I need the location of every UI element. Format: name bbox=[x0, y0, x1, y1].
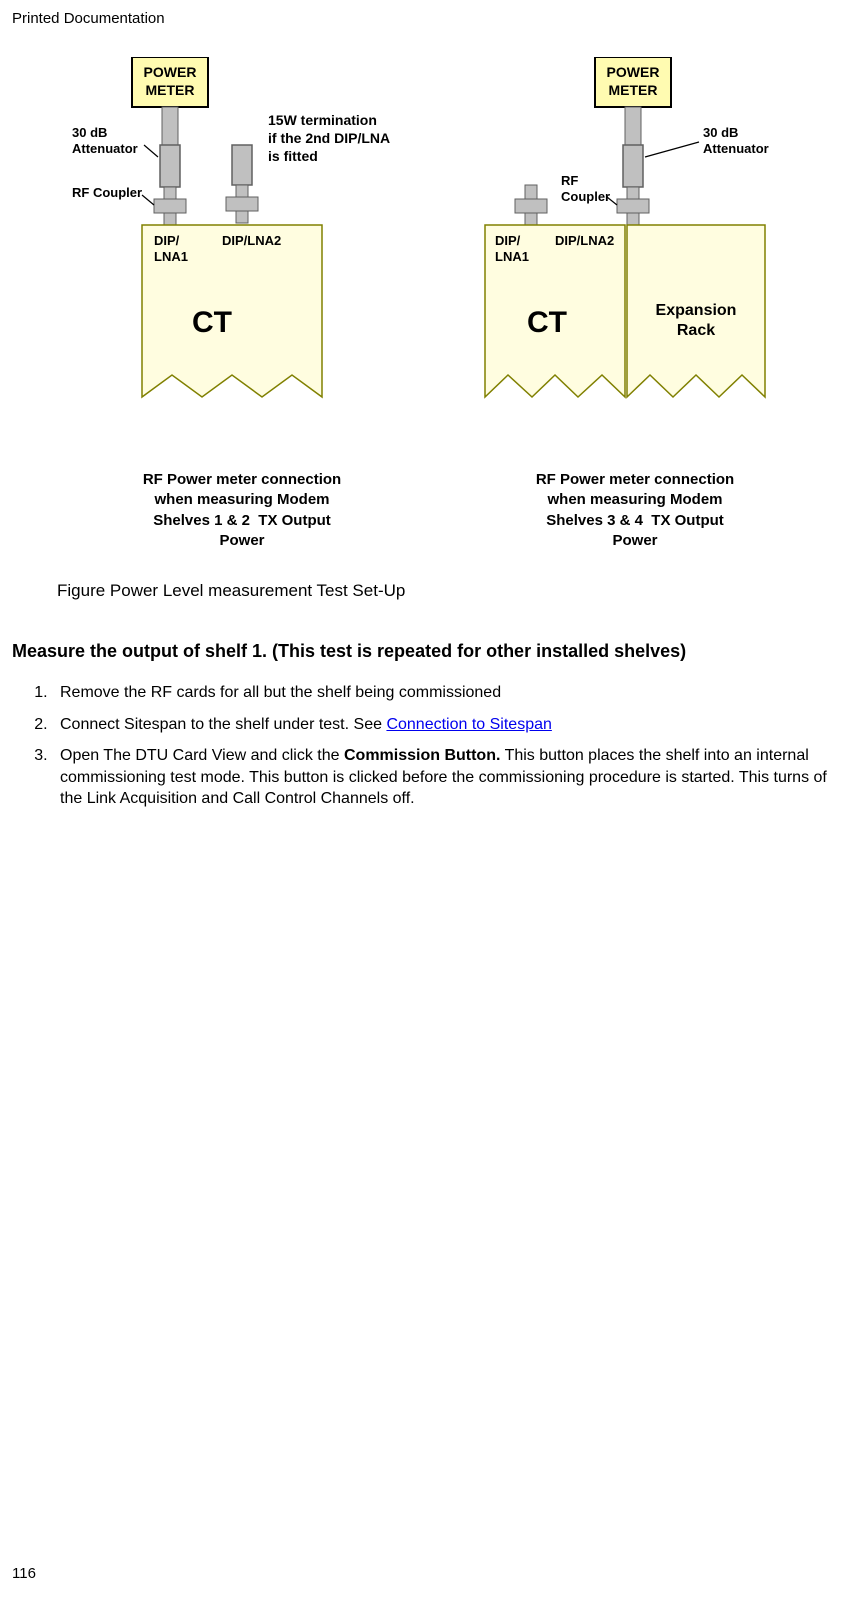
svg-text:is fitted: is fitted bbox=[268, 148, 318, 164]
svg-text:DIP/LNA2: DIP/LNA2 bbox=[222, 233, 281, 248]
svg-text:15W termination: 15W termination bbox=[268, 112, 377, 128]
page-number: 116 bbox=[12, 1565, 36, 1582]
svg-text:Rack: Rack bbox=[677, 322, 715, 339]
diagram-left: POWER METER 30 dB Attenuator RF Coupler bbox=[72, 57, 412, 457]
svg-text:Attenuator: Attenuator bbox=[703, 141, 769, 156]
svg-text:RF: RF bbox=[561, 173, 578, 188]
svg-text:30 dB: 30 dB bbox=[72, 125, 107, 140]
svg-text:POWER: POWER bbox=[607, 64, 660, 80]
figure-row: POWER METER 30 dB Attenuator RF Coupler bbox=[12, 57, 845, 551]
sitespan-link[interactable]: Connection to Sitespan bbox=[386, 716, 551, 733]
svg-text:DIP/: DIP/ bbox=[495, 233, 521, 248]
svg-text:RF Coupler: RF Coupler bbox=[72, 185, 142, 200]
svg-text:DIP/: DIP/ bbox=[154, 233, 180, 248]
svg-text:Expansion: Expansion bbox=[656, 302, 737, 319]
svg-text:Attenuator: Attenuator bbox=[72, 141, 138, 156]
caption-right: RF Power meter connectionwhen measuring … bbox=[465, 470, 805, 551]
svg-text:CT: CT bbox=[192, 306, 232, 339]
step-1: Remove the RF cards for all but the shel… bbox=[52, 682, 845, 704]
svg-text:LNA1: LNA1 bbox=[495, 249, 529, 264]
svg-text:METER: METER bbox=[146, 82, 195, 98]
running-header: Printed Documentation bbox=[12, 10, 845, 27]
svg-text:POWER: POWER bbox=[144, 64, 197, 80]
svg-text:30 dB: 30 dB bbox=[703, 125, 738, 140]
svg-text:if the 2nd DIP/LNA: if the 2nd DIP/LNA bbox=[268, 130, 390, 146]
figure-right: POWER METER 30 dB Attenuator RF Coupler bbox=[465, 57, 805, 551]
diagram-right: POWER METER 30 dB Attenuator RF Coupler bbox=[465, 57, 805, 457]
svg-text:CT: CT bbox=[527, 306, 567, 339]
steps-list: Remove the RF cards for all but the shel… bbox=[12, 682, 845, 810]
step-2-text: Connect Sitespan to the shelf under test… bbox=[60, 716, 386, 733]
figure-left: POWER METER 30 dB Attenuator RF Coupler bbox=[72, 57, 412, 551]
step-3: Open The DTU Card View and click the Com… bbox=[52, 745, 845, 810]
svg-text:DIP/LNA2: DIP/LNA2 bbox=[555, 233, 614, 248]
section-heading: Measure the output of shelf 1. (This tes… bbox=[12, 641, 845, 662]
figure-label: Figure Power Level measurement Test Set-… bbox=[57, 581, 845, 601]
step-3-pre: Open The DTU Card View and click the bbox=[60, 747, 344, 764]
step-3-bold: Commission Button. bbox=[344, 747, 500, 764]
step-2: Connect Sitespan to the shelf under test… bbox=[52, 714, 845, 736]
svg-text:LNA1: LNA1 bbox=[154, 249, 188, 264]
svg-text:METER: METER bbox=[609, 82, 658, 98]
caption-left: RF Power meter connectionwhen measuring … bbox=[72, 470, 412, 551]
svg-text:Coupler: Coupler bbox=[561, 189, 610, 204]
